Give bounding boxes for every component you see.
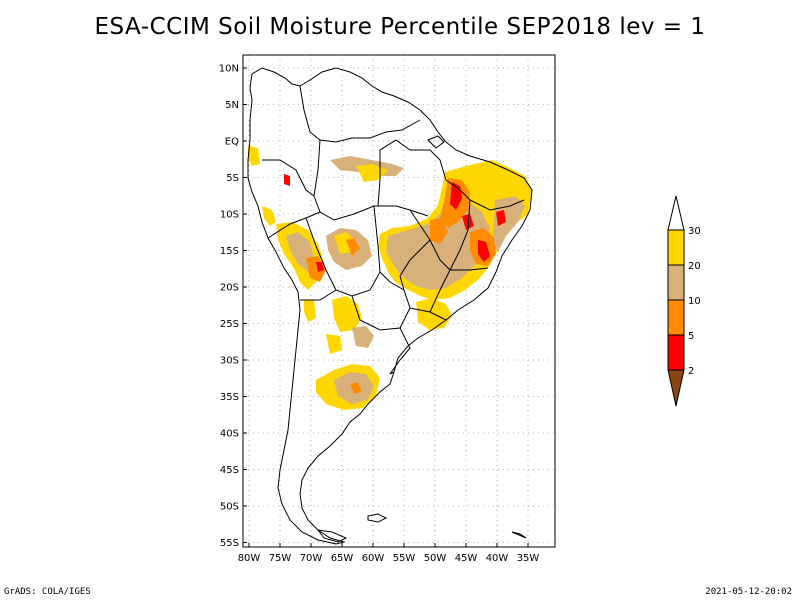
patch-chaco bbox=[352, 326, 374, 348]
country-border-8 bbox=[389, 327, 411, 375]
map-gridlines bbox=[243, 55, 555, 547]
lon-label: 80W bbox=[238, 553, 261, 564]
patch-peru-red bbox=[316, 262, 324, 272]
latitude-labels: 10N 5N EQ 5S 10S 15S 20S 25S 30S 35S 40S 45S 50S 55S bbox=[219, 64, 239, 550]
patch-ne-red-3 bbox=[462, 214, 474, 230]
country-border-2 bbox=[313, 139, 429, 221]
footer-credit: GrADS: COLA/IGES bbox=[4, 587, 91, 597]
patch-colombia bbox=[262, 206, 276, 226]
lon-label: 45W bbox=[455, 553, 478, 564]
lat-label: 40S bbox=[220, 429, 239, 440]
colorbar-label-20: 20 bbox=[688, 261, 701, 272]
colorbar-label-5: 5 bbox=[688, 331, 694, 342]
longitude-labels: 80W 75W 70W 65W 60W 55W 50W 45W 40W 35W bbox=[238, 553, 540, 564]
island-tierra-del-fuego bbox=[316, 529, 348, 543]
colorbar-bin-20-30 bbox=[667, 229, 685, 266]
lon-label: 40W bbox=[486, 553, 509, 564]
lat-label: 5S bbox=[226, 173, 239, 184]
patch-pampas-o bbox=[350, 382, 362, 394]
lon-label: 50W bbox=[424, 553, 447, 564]
lat-label: 5N bbox=[225, 100, 239, 111]
state-border-1 bbox=[377, 139, 447, 207]
lat-label: 15S bbox=[220, 246, 239, 257]
state-border-5 bbox=[449, 199, 471, 271]
patch-ne-tan-2 bbox=[492, 196, 525, 252]
coastline bbox=[247, 67, 533, 545]
island-marajo bbox=[427, 135, 445, 149]
lat-label: 10S bbox=[220, 210, 239, 221]
colorbar-bin-10-20 bbox=[667, 264, 685, 301]
country-border-6 bbox=[351, 271, 411, 331]
island-south-georgia bbox=[511, 531, 527, 539]
patch-ecuador bbox=[248, 146, 260, 166]
state-border-2 bbox=[409, 209, 489, 271]
footer-timestamp: 2021-05-12-20:02 bbox=[705, 587, 792, 597]
lat-label: 35S bbox=[220, 392, 239, 403]
colorbar-arrow-top bbox=[667, 195, 685, 231]
colorbar-bin-5-10 bbox=[667, 299, 685, 336]
lat-label: 55S bbox=[220, 538, 239, 549]
patch-ne-red-2 bbox=[478, 240, 490, 262]
patch-andes-red bbox=[284, 174, 290, 186]
south-america-outline bbox=[247, 67, 533, 545]
patch-ne-orange-3 bbox=[430, 218, 448, 244]
lon-label: 75W bbox=[269, 553, 292, 564]
colorbar-label-10: 10 bbox=[688, 296, 701, 307]
country-border-3 bbox=[262, 159, 315, 197]
colorbar-label-2: 2 bbox=[688, 366, 694, 377]
colorbar-label-30: 30 bbox=[688, 226, 701, 237]
lon-label: 70W bbox=[300, 553, 323, 564]
country-border-1 bbox=[299, 85, 421, 143]
island-falklands bbox=[367, 513, 388, 523]
patch-ne-red-4 bbox=[496, 210, 506, 226]
lon-label: 60W bbox=[362, 553, 385, 564]
lat-label: 20S bbox=[220, 283, 239, 294]
state-border-6 bbox=[429, 269, 451, 313]
lat-label: 45S bbox=[220, 465, 239, 476]
patch-patagonia bbox=[304, 300, 316, 322]
colorbar-arrow-bottom bbox=[667, 369, 685, 407]
lon-label: 55W bbox=[393, 553, 416, 564]
country-border-4 bbox=[267, 211, 321, 239]
state-border-4 bbox=[445, 179, 525, 211]
lon-label: 65W bbox=[331, 553, 354, 564]
lon-label: 35W bbox=[517, 553, 540, 564]
country-border-7 bbox=[300, 289, 337, 301]
map-frame bbox=[242, 54, 556, 548]
lat-label: 30S bbox=[220, 356, 239, 367]
lat-label: 50S bbox=[220, 502, 239, 513]
lat-label: 10N bbox=[219, 64, 239, 75]
lat-label: EQ bbox=[225, 137, 239, 148]
map-title: ESA-CCIM Soil Moisture Percentile SEP201… bbox=[94, 14, 706, 40]
patch-bolivia-o bbox=[346, 238, 360, 256]
state-border-3 bbox=[399, 239, 431, 291]
patch-chaco-y bbox=[326, 334, 342, 354]
colorbar-bin-2-5 bbox=[667, 334, 685, 371]
lat-label: 25S bbox=[220, 319, 239, 330]
colorbar: 30 20 10 5 2 bbox=[667, 195, 701, 407]
